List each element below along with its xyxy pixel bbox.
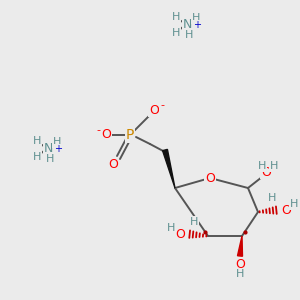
Text: H: H: [185, 30, 193, 40]
Text: O: O: [175, 227, 185, 241]
Text: H: H: [53, 137, 61, 147]
Polygon shape: [163, 149, 175, 188]
Text: H: H: [192, 13, 200, 23]
Text: O: O: [149, 103, 159, 116]
Text: +: +: [54, 144, 62, 154]
Text: H: H: [258, 161, 266, 171]
Text: O: O: [205, 172, 215, 184]
Text: H: H: [268, 193, 276, 203]
Text: H: H: [33, 152, 41, 162]
Text: O: O: [235, 257, 245, 271]
Text: H: H: [172, 12, 180, 22]
Text: O: O: [108, 158, 118, 172]
Text: H: H: [236, 269, 244, 279]
Text: +: +: [193, 20, 201, 30]
Text: N: N: [182, 17, 192, 31]
Text: N: N: [43, 142, 53, 154]
Text: O: O: [261, 166, 271, 178]
Text: H: H: [290, 199, 298, 209]
Text: O: O: [101, 128, 111, 142]
Text: H: H: [33, 136, 41, 146]
Text: -: -: [160, 100, 164, 110]
Text: P: P: [126, 128, 134, 142]
Text: O: O: [281, 203, 291, 217]
Text: -: -: [96, 125, 100, 135]
Text: H: H: [190, 217, 198, 227]
Text: H: H: [270, 161, 278, 171]
Text: H: H: [172, 28, 180, 38]
Text: H: H: [46, 154, 54, 164]
Polygon shape: [238, 236, 242, 256]
Text: H: H: [167, 223, 175, 233]
